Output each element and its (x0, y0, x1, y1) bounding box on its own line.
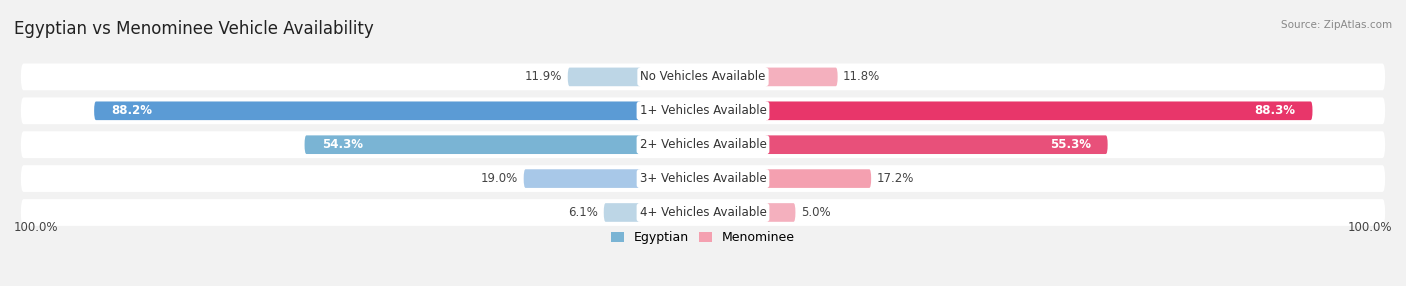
FancyBboxPatch shape (305, 135, 641, 154)
Text: 1+ Vehicles Available: 1+ Vehicles Available (640, 104, 766, 117)
Text: Egyptian vs Menominee Vehicle Availability: Egyptian vs Menominee Vehicle Availabili… (14, 20, 374, 38)
Text: 3+ Vehicles Available: 3+ Vehicles Available (640, 172, 766, 185)
Text: 55.3%: 55.3% (1050, 138, 1091, 151)
Text: 19.0%: 19.0% (481, 172, 519, 185)
FancyBboxPatch shape (94, 102, 641, 120)
FancyBboxPatch shape (765, 102, 1312, 120)
FancyBboxPatch shape (21, 199, 1385, 226)
FancyBboxPatch shape (568, 67, 641, 86)
Text: 4+ Vehicles Available: 4+ Vehicles Available (640, 206, 766, 219)
Text: 100.0%: 100.0% (1347, 221, 1392, 233)
FancyBboxPatch shape (765, 169, 872, 188)
Text: 100.0%: 100.0% (14, 221, 59, 233)
FancyBboxPatch shape (603, 203, 641, 222)
Text: 54.3%: 54.3% (322, 138, 363, 151)
Text: Source: ZipAtlas.com: Source: ZipAtlas.com (1281, 20, 1392, 30)
Legend: Egyptian, Menominee: Egyptian, Menominee (606, 226, 800, 249)
Text: No Vehicles Available: No Vehicles Available (640, 70, 766, 84)
FancyBboxPatch shape (523, 169, 641, 188)
Text: 88.2%: 88.2% (111, 104, 152, 117)
FancyBboxPatch shape (765, 135, 1108, 154)
FancyBboxPatch shape (765, 203, 796, 222)
Text: 2+ Vehicles Available: 2+ Vehicles Available (640, 138, 766, 151)
FancyBboxPatch shape (765, 67, 838, 86)
Text: 11.8%: 11.8% (844, 70, 880, 84)
FancyBboxPatch shape (21, 98, 1385, 124)
Text: 88.3%: 88.3% (1254, 104, 1295, 117)
Text: 11.9%: 11.9% (524, 70, 562, 84)
FancyBboxPatch shape (21, 63, 1385, 90)
FancyBboxPatch shape (21, 131, 1385, 158)
Text: 17.2%: 17.2% (876, 172, 914, 185)
Text: 5.0%: 5.0% (801, 206, 831, 219)
Text: 6.1%: 6.1% (568, 206, 599, 219)
FancyBboxPatch shape (21, 165, 1385, 192)
